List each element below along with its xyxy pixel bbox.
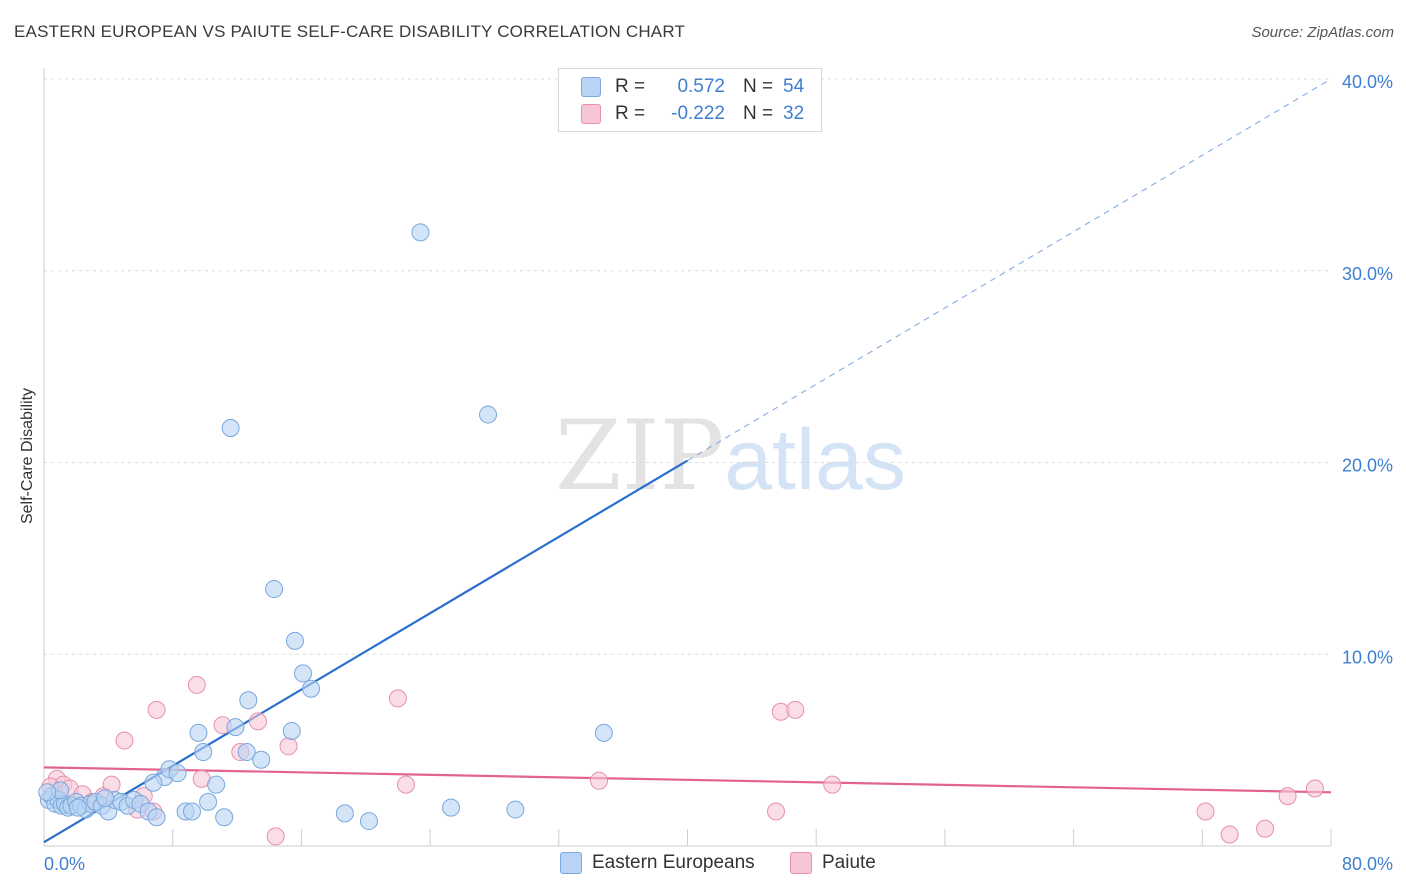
legend-r-label: R = [615,103,646,124]
y-tick-label: 30.0% [1342,264,1393,284]
point-eastern-europeans [294,664,313,683]
legend-n-label: N = [743,76,774,97]
stats-legend: R = 0.572 N = 54 R = -0.222 N = 32 [558,68,822,132]
point-eastern-europeans [168,764,187,783]
point-eastern-europeans [265,580,284,599]
point-paiute [115,731,134,750]
watermark-zip: ZIP [555,400,725,512]
legend-r-value: 0.572 [677,76,725,97]
legend-n-label: N = [743,103,774,124]
source-label: Source: ZipAtlas.com [1251,24,1394,41]
trend-line-paiute [43,766,1332,794]
y-tick-label: 10.0% [1342,647,1393,667]
tick-labels: 10.0% 20.0% 30.0% 40.0% 0.0% 80.0% [44,72,1393,874]
legend-n-value: 32 [783,103,805,124]
legend-row-eastern-europeans: R = 0.572 N = 54 [581,74,804,100]
point-eastern-europeans [215,808,234,827]
legend-n-value: 54 [783,76,805,97]
point-eastern-europeans [239,691,258,710]
point-paiute [786,700,805,719]
point-eastern-europeans [199,792,218,811]
trend-line-eastern-europeans-extension [687,78,1332,462]
bottom-legend-paiute: Paiute [790,852,876,874]
point-eastern-europeans [479,405,498,424]
chart-title: EASTERN EUROPEAN VS PAIUTE SELF-CARE DIS… [14,22,686,41]
point-eastern-europeans [96,789,115,808]
point-paiute [823,775,842,794]
x-tick-label: 0.0% [44,854,85,874]
point-paiute [248,712,267,731]
point-eastern-europeans [506,800,525,819]
point-eastern-europeans [237,743,256,762]
point-paiute [396,775,415,794]
point-eastern-europeans [282,721,301,740]
point-eastern-europeans [442,798,461,817]
point-eastern-europeans [68,798,87,817]
point-eastern-europeans [359,812,378,831]
point-eastern-europeans [411,223,430,242]
point-paiute [1220,825,1239,844]
trend-line-eastern-europeans [43,459,689,844]
point-eastern-europeans [144,773,163,792]
point-eastern-europeans [207,775,226,794]
point-eastern-europeans [594,723,613,742]
bottom-legend-swatch-blue [560,852,582,874]
legend-row-paiute: R = -0.222 N = 32 [581,101,804,127]
point-eastern-europeans [335,804,354,823]
point-paiute [266,827,285,846]
point-eastern-europeans [252,750,271,769]
point-eastern-europeans [189,723,208,742]
point-eastern-europeans [147,808,166,827]
bottom-legend-eastern-europeans: Eastern Europeans [560,852,755,874]
point-paiute [590,771,609,790]
bottom-legend-swatch-pink [790,852,812,874]
legend-swatch-blue [581,77,601,97]
point-paiute [1196,802,1215,821]
point-eastern-europeans [285,631,304,650]
point-paiute [279,737,298,756]
y-tick-label: 20.0% [1342,456,1393,476]
watermark: ZIPatlas [555,400,906,512]
legend-r-value: -0.222 [671,103,725,124]
bottom-legend-label: Eastern Europeans [592,852,755,873]
point-paiute [1305,779,1324,798]
point-paiute [1278,787,1297,806]
point-paiute [187,675,206,694]
point-eastern-europeans [302,679,321,698]
point-paiute [388,689,407,708]
axes [43,68,1332,847]
y-tick-label: 40.0% [1342,72,1393,92]
bottom-legend-label: Paiute [822,852,876,873]
point-paiute [147,700,166,719]
legend-r-label: R = [615,76,646,97]
data-points [38,223,1324,846]
point-paiute [1256,819,1275,838]
watermark-atlas: atlas [724,412,906,508]
point-eastern-europeans [183,802,202,821]
point-eastern-europeans [38,783,57,802]
grid-lines [44,78,1331,655]
point-paiute [766,802,785,821]
point-eastern-europeans [226,718,245,737]
point-eastern-europeans [221,418,240,437]
legend-swatch-pink [581,104,601,124]
point-eastern-europeans [194,743,213,762]
x-tick-label: 80.0% [1342,854,1393,874]
